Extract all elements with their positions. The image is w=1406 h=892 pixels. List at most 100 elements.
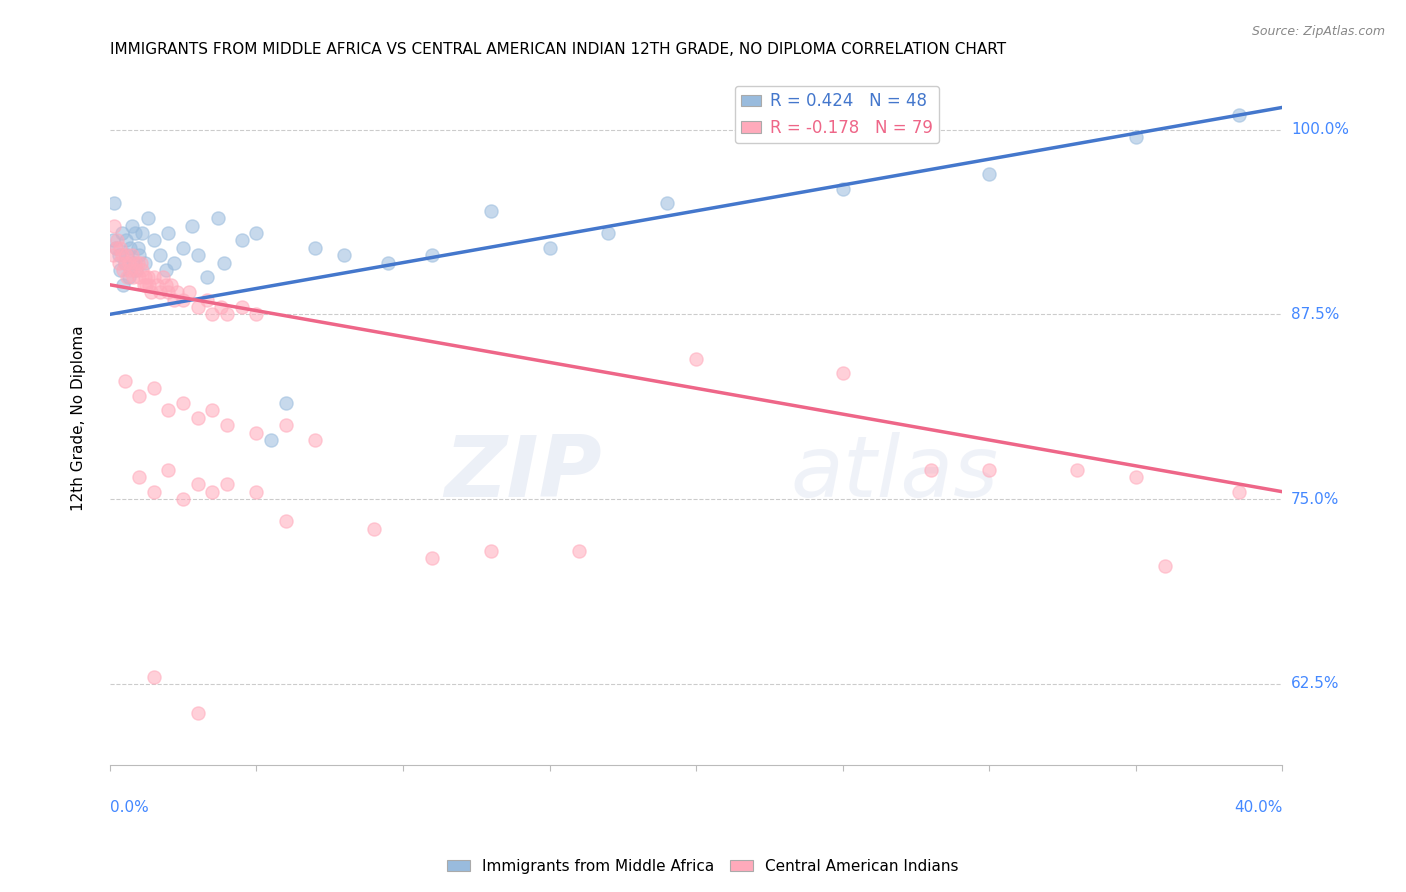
Text: 0.0%: 0.0% bbox=[110, 800, 149, 815]
Point bbox=[105, 234, 128, 248]
Point bbox=[131, 226, 153, 240]
Point bbox=[129, 255, 152, 269]
Point bbox=[152, 270, 174, 285]
Point bbox=[304, 433, 326, 447]
Point bbox=[538, 241, 561, 255]
Point bbox=[160, 277, 183, 292]
Point bbox=[245, 226, 267, 240]
Legend: R = 0.424   N = 48, R = -0.178   N = 79: R = 0.424 N = 48, R = -0.178 N = 79 bbox=[734, 86, 939, 144]
Point bbox=[685, 351, 707, 366]
Point bbox=[979, 462, 1001, 476]
Text: ZIP: ZIP bbox=[444, 432, 602, 515]
Point bbox=[420, 248, 443, 262]
Text: 75.0%: 75.0% bbox=[1291, 491, 1339, 507]
Point bbox=[121, 248, 143, 262]
Point bbox=[209, 300, 232, 314]
Point bbox=[103, 196, 125, 211]
Point bbox=[598, 226, 620, 240]
Point bbox=[177, 285, 200, 300]
Point bbox=[274, 418, 297, 433]
Point bbox=[101, 248, 124, 262]
Point bbox=[217, 307, 239, 321]
Text: 40.0%: 40.0% bbox=[1234, 800, 1282, 815]
Point bbox=[142, 484, 165, 499]
Text: 100.0%: 100.0% bbox=[1291, 122, 1348, 137]
Point bbox=[201, 484, 224, 499]
Point bbox=[134, 255, 156, 269]
Point bbox=[1227, 484, 1250, 499]
Point bbox=[114, 255, 136, 269]
Point bbox=[138, 277, 160, 292]
Point bbox=[377, 255, 399, 269]
Point bbox=[187, 300, 209, 314]
Point bbox=[107, 248, 129, 262]
Point bbox=[114, 374, 136, 388]
Point bbox=[125, 263, 148, 277]
Point bbox=[107, 255, 129, 269]
Point bbox=[274, 396, 297, 410]
Point bbox=[655, 196, 678, 211]
Point bbox=[217, 418, 239, 433]
Point bbox=[120, 263, 142, 277]
Point bbox=[128, 470, 150, 484]
Point bbox=[136, 211, 159, 226]
Point bbox=[163, 255, 186, 269]
Point bbox=[201, 307, 224, 321]
Point bbox=[108, 241, 131, 255]
Point bbox=[155, 277, 177, 292]
Point bbox=[479, 203, 502, 218]
Point bbox=[157, 403, 180, 417]
Point bbox=[172, 396, 194, 410]
Point bbox=[112, 277, 135, 292]
Point bbox=[1154, 558, 1177, 573]
Point bbox=[142, 270, 165, 285]
Point bbox=[333, 248, 356, 262]
Point bbox=[114, 255, 136, 269]
Point bbox=[831, 367, 853, 381]
Point bbox=[127, 255, 149, 269]
Point bbox=[118, 270, 141, 285]
Point bbox=[128, 389, 150, 403]
Point bbox=[112, 263, 135, 277]
Point bbox=[103, 219, 125, 233]
Point bbox=[274, 514, 297, 528]
Point bbox=[104, 241, 127, 255]
Point bbox=[201, 403, 224, 417]
Point bbox=[212, 255, 235, 269]
Point bbox=[260, 433, 283, 447]
Point bbox=[142, 234, 165, 248]
Point bbox=[149, 285, 172, 300]
Point bbox=[110, 226, 132, 240]
Point bbox=[163, 293, 186, 307]
Point bbox=[1125, 470, 1147, 484]
Point bbox=[304, 241, 326, 255]
Point bbox=[124, 226, 146, 240]
Point bbox=[920, 462, 942, 476]
Point bbox=[115, 248, 138, 262]
Point bbox=[131, 263, 153, 277]
Point bbox=[139, 285, 162, 300]
Point bbox=[110, 248, 132, 262]
Point bbox=[207, 211, 229, 226]
Point bbox=[135, 277, 157, 292]
Point bbox=[122, 255, 145, 269]
Point bbox=[831, 182, 853, 196]
Text: 87.5%: 87.5% bbox=[1291, 307, 1339, 322]
Point bbox=[166, 285, 188, 300]
Point bbox=[1227, 108, 1250, 122]
Point bbox=[142, 669, 165, 683]
Point bbox=[124, 255, 146, 269]
Point bbox=[128, 248, 150, 262]
Point bbox=[979, 167, 1001, 181]
Y-axis label: 12th Grade, No Diploma: 12th Grade, No Diploma bbox=[72, 325, 86, 510]
Point bbox=[104, 241, 127, 255]
Legend: Immigrants from Middle Africa, Central American Indians: Immigrants from Middle Africa, Central A… bbox=[441, 853, 965, 880]
Point bbox=[155, 263, 177, 277]
Point bbox=[187, 410, 209, 425]
Point bbox=[127, 241, 149, 255]
Point bbox=[181, 219, 204, 233]
Point bbox=[117, 248, 139, 262]
Text: IMMIGRANTS FROM MIDDLE AFRICA VS CENTRAL AMERICAN INDIAN 12TH GRADE, NO DIPLOMA : IMMIGRANTS FROM MIDDLE AFRICA VS CENTRAL… bbox=[110, 42, 1005, 57]
Point bbox=[568, 544, 591, 558]
Point bbox=[149, 248, 172, 262]
